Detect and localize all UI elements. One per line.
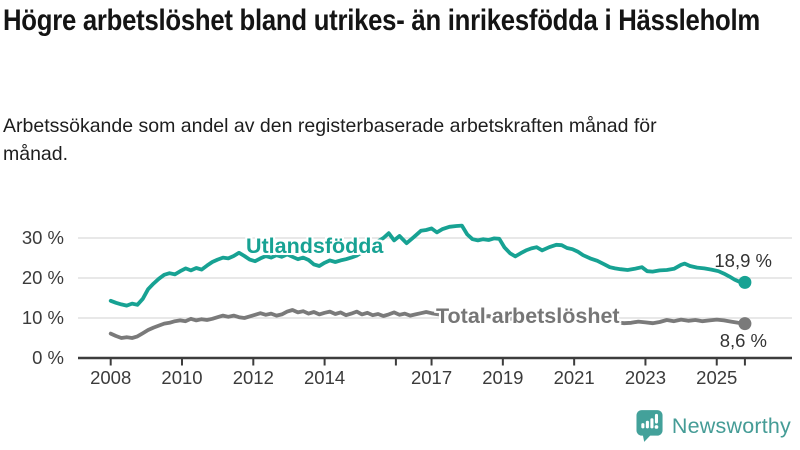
x-tick-label: 2025 [696,367,737,388]
y-tick-label-0: 0 % [32,347,64,368]
series-end-dot-0 [738,275,752,289]
newsworthy-logo: Newsworthy [636,408,791,444]
y-tick-label-10: 10 % [21,307,64,328]
x-tick-label: 2017 [411,367,452,388]
end-value-label-total: 8,6 % [719,330,767,351]
x-tick-label: 2019 [482,367,523,388]
series-end-dot-1 [738,317,752,331]
y-tick-label-30: 30 % [21,227,64,248]
x-tick-label: 2014 [304,367,345,388]
x-tick-label: 2021 [554,367,595,388]
x-tick-label: 2010 [161,367,202,388]
series-label-total-arbetsloshet: Total arbetslöshet [436,304,620,328]
page-title: Högre arbetslöshet bland utrikes- än inr… [3,4,760,37]
speech-bubble-bar-chart-icon [636,410,663,442]
series-label-utlandsfodda: Utlandsfödda [246,234,384,258]
end-value-label-utlandsfodda: 18,9 % [714,250,772,271]
y-tick-label-20: 20 % [21,267,64,288]
series-line-0 [108,223,747,308]
chart-subtitle: Arbetssökande som andel av den registerb… [3,115,657,165]
brand-name: Newsworthy [671,413,791,438]
x-tick-label: 2012 [233,367,274,388]
x-tick-label: 2008 [90,367,131,388]
x-tick-label: 2023 [625,367,666,388]
series-line-1 [108,308,747,340]
